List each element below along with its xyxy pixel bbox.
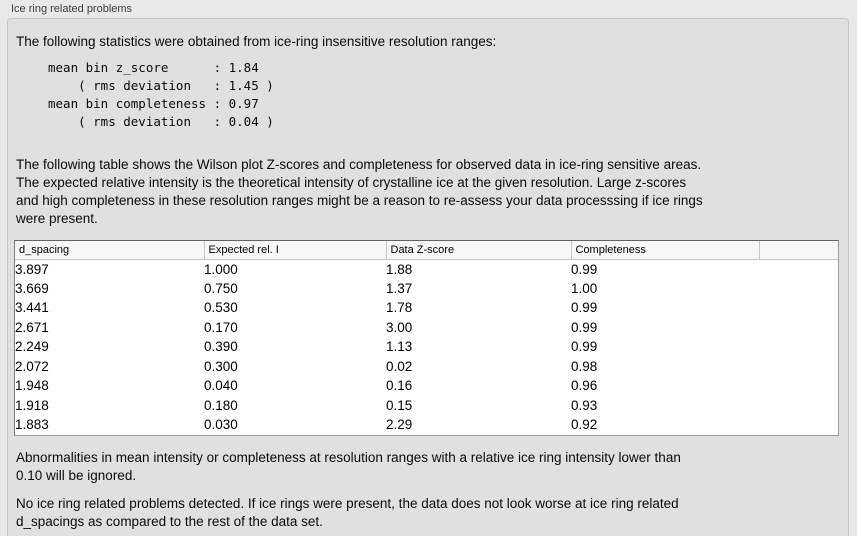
table-row[interactable]: 2.249 0.390 1.13 0.99 <box>15 337 838 357</box>
table-row[interactable]: 1.918 0.180 0.15 0.93 <box>15 396 838 416</box>
table-cell-empty <box>759 357 838 377</box>
table-cell: 0.180 <box>204 397 238 413</box>
table-row[interactable]: 3.441 0.530 1.78 0.99 <box>15 298 838 318</box>
table-cell: 0.96 <box>571 378 598 394</box>
table-header-row: d_spacing Expected rel. I Data Z-score C… <box>15 241 838 260</box>
table-cell: 0.99 <box>571 261 598 277</box>
ice-ring-table: d_spacing Expected rel. I Data Z-score C… <box>14 240 839 436</box>
conclusion-text: No ice ring related problems detected. I… <box>16 496 679 529</box>
table-cell: 2.671 <box>15 319 49 335</box>
table-cell: 0.99 <box>571 300 598 316</box>
table-intro-text: The following table shows the Wilson plo… <box>16 157 703 226</box>
table-cell-empty <box>759 318 838 338</box>
table-cell: 2.072 <box>15 358 49 374</box>
table-cell: 1.13 <box>386 339 413 355</box>
table-cell-empty <box>759 415 838 435</box>
table-cell: 1.88 <box>386 261 413 277</box>
table-row[interactable]: 2.671 0.170 3.00 0.99 <box>15 318 838 338</box>
table-cell-empty <box>759 376 838 396</box>
table-cell: 0.02 <box>386 358 413 374</box>
table-row[interactable]: 1.948 0.040 0.16 0.96 <box>15 376 838 396</box>
table-cell: 3.00 <box>386 319 413 335</box>
column-header-empty <box>758 241 838 260</box>
table-cell: 1.883 <box>15 417 49 433</box>
table-row[interactable]: 3.897 1.000 1.88 0.99 <box>15 259 838 279</box>
table-cell-empty <box>759 337 838 357</box>
table-cell: 0.99 <box>571 339 598 355</box>
ignore-note-text: Abnormalities in mean intensity or compl… <box>16 450 681 483</box>
column-header-data-zscore[interactable]: Data Z-score <box>385 241 571 260</box>
table-cell: 2.29 <box>386 417 413 433</box>
table-cell: 0.99 <box>571 319 598 335</box>
stats-values-block: mean bin z_score : 1.84 ( rms deviation … <box>48 60 274 129</box>
table-cell-empty <box>759 396 838 416</box>
table-cell: 1.000 <box>204 261 238 277</box>
table-cell: 2.249 <box>15 339 49 355</box>
table-cell: 3.897 <box>15 261 49 277</box>
table-cell: 0.750 <box>204 280 238 296</box>
table-cell: 0.040 <box>204 378 238 394</box>
table-cell: 0.16 <box>386 378 413 394</box>
table-cell: 0.15 <box>386 397 413 413</box>
table-cell: 3.669 <box>15 280 49 296</box>
table-cell-empty <box>759 279 838 299</box>
table-cell: 1.918 <box>15 397 49 413</box>
table-cell-empty <box>759 298 838 318</box>
table-row[interactable]: 1.883 0.030 2.29 0.92 <box>15 415 838 435</box>
table-cell: 1.948 <box>15 378 49 394</box>
group-box-title: Ice ring related problems <box>11 3 133 15</box>
table-cell: 0.92 <box>571 417 598 433</box>
column-header-d-spacing[interactable]: d_spacing <box>15 241 204 260</box>
column-header-completeness[interactable]: Completeness <box>570 241 759 260</box>
table-cell: 0.390 <box>204 339 238 355</box>
table-cell: 1.00 <box>571 280 598 296</box>
table-cell: 0.030 <box>204 417 238 433</box>
table-cell: 3.441 <box>15 300 49 316</box>
table-cell: 0.530 <box>204 300 238 316</box>
table-row[interactable]: 3.669 0.750 1.37 1.00 <box>15 279 838 299</box>
table-cell-empty <box>759 259 838 279</box>
table-cell: 1.78 <box>386 300 413 316</box>
table-cell: 0.170 <box>204 319 238 335</box>
table-body: 3.897 1.000 1.88 0.99 3.669 0.750 1.37 1.00 3.44… <box>15 259 838 435</box>
table-cell: 0.93 <box>571 397 598 413</box>
stats-intro-text: The following statistics were obtained f… <box>16 34 497 49</box>
table-cell: 0.98 <box>571 358 598 374</box>
table-row[interactable]: 2.072 0.300 0.02 0.98 <box>15 357 838 377</box>
table-cell: 0.300 <box>204 358 238 374</box>
column-header-expected-i[interactable]: Expected rel. I <box>203 241 386 260</box>
table-cell: 1.37 <box>386 280 413 296</box>
